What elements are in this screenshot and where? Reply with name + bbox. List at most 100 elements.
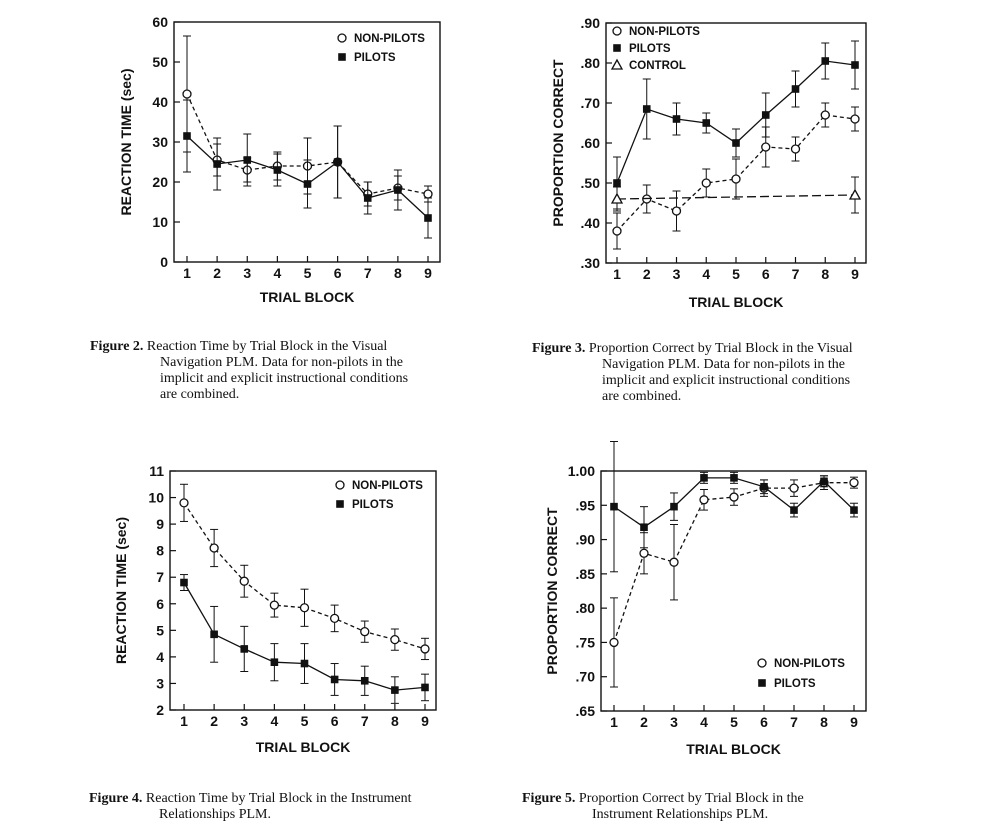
- figure-4-series-pilots-point: [360, 676, 369, 685]
- figure-4-caption-line-1: Reaction Time by Trial Block in the Inst…: [145, 791, 412, 806]
- figure-3-y-tick-label: .60: [581, 135, 601, 151]
- figure-4-series-non-pilots-point: [360, 627, 370, 637]
- figure-3-x-tick-label: 2: [643, 266, 651, 282]
- figure-3-x-axis-title: TRIAL BLOCK: [689, 294, 784, 310]
- figure-4-caption: Figure 4. Reaction Time by Trial Block i…: [89, 791, 509, 823]
- figure-3-series-non-pilots-point: [731, 174, 741, 184]
- figure-3-caption-label: Figure 3.: [532, 341, 586, 356]
- figure-5-y-tick-label: .85: [576, 566, 596, 582]
- figure-5-y-tick-label: .65: [576, 703, 596, 719]
- figure-5-legend-label: PILOTS: [774, 678, 816, 690]
- figure-5-series-pilots-point: [670, 502, 678, 511]
- figure-3-series-pilots-point: [702, 119, 711, 127]
- figure-2-legend-item: NON-PILOTS: [337, 33, 425, 45]
- figure-4-x-tick-label: 3: [240, 713, 248, 729]
- figure-2-series-non-pilots-point: [423, 189, 433, 199]
- figure-3-legend-marker: [613, 44, 621, 52]
- figure-4-legend-marker: [335, 480, 345, 490]
- figure-3-legend-label: PILOTS: [629, 43, 671, 55]
- figure-2-legend-marker: [337, 33, 347, 43]
- figure-4-y-tick-label: 7: [156, 569, 164, 585]
- figure-3-x-tick-label: 7: [792, 266, 800, 282]
- figure-2-caption-line-3: implicit and explicit instructional cond…: [160, 371, 409, 386]
- figure-2-x-tick-label: 6: [334, 265, 342, 281]
- figure-4-x-tick-label: 9: [421, 713, 429, 729]
- figure-2-series-pilots-point: [424, 214, 432, 222]
- figure-2-legend-label: NON-PILOTS: [354, 33, 425, 45]
- figure-5-legend-marker: [758, 679, 766, 687]
- figure-2-x-tick-label: 8: [394, 265, 402, 281]
- figure-5-series-non-pilots-point: [789, 483, 799, 493]
- figure-3-y-tick-label: .50: [581, 175, 601, 191]
- figure-3-legend-label: CONTROL: [629, 60, 686, 72]
- figure-4-x-tick-label: 5: [301, 713, 309, 729]
- figure-3-series-non-pilots-point: [701, 178, 711, 188]
- figure-2-x-tick-label: 1: [183, 265, 191, 281]
- figure-3-legend: NON-PILOTS PILOTS CONTROL: [610, 26, 700, 72]
- figure-4-series-pilots-point: [391, 686, 399, 694]
- figure-5-x-tick-label: 8: [820, 714, 828, 730]
- figure-2-x-tick-label: 9: [424, 265, 432, 281]
- figure-4-y-tick-label: 9: [156, 516, 164, 532]
- figure-2-y-tick-label: 20: [152, 174, 168, 190]
- figure-3-legend-marker: [610, 58, 624, 70]
- figure-4-caption-label: Figure 4.: [89, 791, 143, 806]
- figure-4-series-non-pilots-line: [183, 502, 426, 650]
- figure-3-legend-item: NON-PILOTS: [612, 26, 700, 38]
- figure-5-chart: .65 .70 .75 .80 .85 .90 .95 1.00 1 2 3 4 5 6 7 8 9 TRIAL …: [544, 441, 867, 757]
- figure-3-series-non-pilots-point: [850, 114, 860, 124]
- figure-5-series-non-pilots: [609, 475, 859, 688]
- figure-4-y-tick-label: 5: [156, 622, 164, 638]
- figure-2-y-tick-label: 10: [152, 214, 168, 230]
- figure-3-y-axis-title: PROPORTION CORRECT: [550, 59, 566, 227]
- figure-5-series-non-pilots-point: [699, 495, 709, 505]
- figure-3-y-tick-label: .40: [581, 215, 601, 231]
- figure-5-series-non-pilots-line: [613, 482, 854, 643]
- figure-4-series-pilots-point: [240, 645, 249, 653]
- figure-3-x-tick-label: 3: [673, 266, 681, 282]
- figure-3-y-tick-label: .30: [581, 255, 601, 271]
- figure-5-y-tick-label: .75: [576, 634, 596, 650]
- figure-2-series-pilots-point: [363, 194, 372, 202]
- figure-2-series-pilots-point: [333, 158, 342, 166]
- figure-5-legend-label: NON-PILOTS: [774, 658, 845, 670]
- figure-4-legend-label: PILOTS: [352, 499, 394, 511]
- figure-5-legend-item: NON-PILOTS: [757, 658, 845, 670]
- figure-2-y-tick-label: 30: [152, 134, 168, 150]
- figure-5-x-tick-label: 5: [730, 714, 738, 730]
- figure-5-legend: NON-PILOTS PILOTS: [757, 658, 845, 690]
- figure-2-x-tick-label: 5: [304, 265, 312, 281]
- figure-4-series-pilots-point: [300, 659, 309, 668]
- figure-5-caption-line-2: Instrument Relationships PLM.: [592, 807, 769, 822]
- figure-5-x-tick-label: 3: [670, 714, 678, 730]
- figure-4-y-tick-label: 2: [156, 702, 164, 718]
- figure-5-series-pilots-point: [730, 474, 738, 482]
- figure-5-y-tick-label: 1.00: [568, 463, 595, 479]
- figure-2-legend-label: PILOTS: [354, 52, 396, 64]
- figure-3-x-tick-label: 1: [613, 266, 621, 282]
- figure-4-series-non-pilots-point: [239, 576, 249, 586]
- figure-2-x-tick-label: 2: [213, 265, 221, 281]
- figure-4-y-tick-label: 6: [156, 596, 164, 612]
- figure-2-chart: 0 10 20 30 40 50 60 1 2 3 4 5 6 7 8 9 TRIAL BLOCK REACTIO…: [118, 14, 441, 305]
- figure-2-caption-line-4: are combined.: [160, 387, 240, 402]
- figure-2-series-pilots-point: [303, 180, 312, 188]
- figure-3-series-non-pilots-point: [761, 142, 771, 152]
- figure-2-caption-line-2: Navigation PLM. Data for non-pilots in t…: [160, 355, 404, 370]
- figure-5-x-tick-label: 4: [700, 714, 708, 730]
- figure-3-series-non-pilots-point: [790, 144, 801, 154]
- figure-5-legend-item: PILOTS: [758, 678, 816, 690]
- figure-4-series-non-pilots-point: [269, 600, 280, 610]
- figure-5-legend-marker: [757, 658, 767, 668]
- figure-5-series-pilots: [610, 441, 858, 573]
- figure-3-caption-line-1: Proportion Correct by Trial Block in the…: [588, 341, 853, 356]
- figure-2-x-tick-label: 7: [364, 265, 372, 281]
- figure-4-x-tick-label: 6: [331, 713, 339, 729]
- figure-4-legend-marker: [336, 500, 344, 508]
- figure-4-series-non-pilots-point: [420, 644, 430, 654]
- figure-5-series-non-pilots-point: [669, 557, 679, 567]
- figure-4-y-axis-title: REACTION TIME (sec): [113, 517, 129, 664]
- figure-4-series-non-pilots-point: [299, 603, 310, 613]
